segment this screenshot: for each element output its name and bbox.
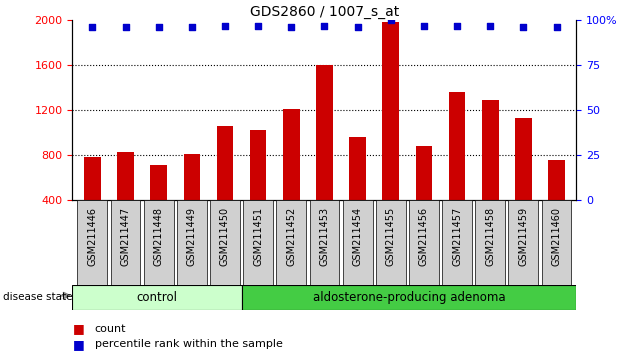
Bar xyxy=(515,118,532,200)
Bar xyxy=(72,285,241,310)
Bar xyxy=(144,200,174,285)
Bar xyxy=(241,285,576,310)
Text: ■: ■ xyxy=(72,338,84,350)
Text: GSM211455: GSM211455 xyxy=(386,207,396,266)
Text: GSM211457: GSM211457 xyxy=(452,207,462,266)
Point xyxy=(518,24,529,30)
Point xyxy=(551,24,561,30)
Text: GSM211454: GSM211454 xyxy=(353,207,363,266)
Bar xyxy=(542,200,571,285)
Bar xyxy=(277,200,306,285)
Text: disease state: disease state xyxy=(3,292,72,302)
Bar xyxy=(343,200,372,285)
Bar xyxy=(111,200,140,285)
Bar xyxy=(508,200,538,285)
Bar xyxy=(309,200,340,285)
Bar xyxy=(409,200,439,285)
Text: GSM211449: GSM211449 xyxy=(187,207,197,266)
Point xyxy=(88,24,98,30)
Bar xyxy=(117,152,134,200)
Text: ■: ■ xyxy=(72,322,84,335)
Point xyxy=(220,23,230,28)
Point xyxy=(120,24,130,30)
Text: GSM211447: GSM211447 xyxy=(120,207,130,266)
Text: control: control xyxy=(137,291,178,304)
Bar xyxy=(151,165,167,200)
Text: GSM211456: GSM211456 xyxy=(419,207,429,266)
Point xyxy=(286,24,296,30)
Bar xyxy=(217,126,233,200)
Text: aldosterone-producing adenoma: aldosterone-producing adenoma xyxy=(312,291,505,304)
Bar xyxy=(349,137,366,200)
Text: count: count xyxy=(94,324,126,333)
Text: GSM211452: GSM211452 xyxy=(286,207,296,266)
Bar xyxy=(210,200,240,285)
Point xyxy=(386,17,396,23)
Bar xyxy=(475,200,505,285)
Bar xyxy=(416,146,432,200)
Text: GSM211448: GSM211448 xyxy=(154,207,164,266)
Bar xyxy=(449,92,466,200)
Bar xyxy=(316,65,333,200)
Bar xyxy=(177,200,207,285)
Bar xyxy=(183,154,200,200)
Point xyxy=(319,23,329,28)
Text: GSM211453: GSM211453 xyxy=(319,207,329,266)
Point xyxy=(186,24,197,30)
Point xyxy=(419,23,429,28)
Bar xyxy=(482,100,498,200)
Text: GSM211458: GSM211458 xyxy=(485,207,495,266)
Point xyxy=(154,24,164,30)
Point xyxy=(485,23,495,28)
Title: GDS2860 / 1007_s_at: GDS2860 / 1007_s_at xyxy=(250,5,399,19)
Bar xyxy=(442,200,472,285)
Text: GSM211460: GSM211460 xyxy=(551,207,561,266)
Text: percentile rank within the sample: percentile rank within the sample xyxy=(94,339,282,349)
Text: GSM211459: GSM211459 xyxy=(518,207,529,266)
Bar xyxy=(382,22,399,200)
Bar xyxy=(77,200,107,285)
Text: GSM211451: GSM211451 xyxy=(253,207,263,266)
Bar xyxy=(548,160,565,200)
Bar xyxy=(376,200,406,285)
Text: GSM211446: GSM211446 xyxy=(88,207,98,266)
Bar xyxy=(84,157,101,200)
Point xyxy=(253,23,263,28)
Text: GSM211450: GSM211450 xyxy=(220,207,230,266)
Point xyxy=(353,24,363,30)
Point xyxy=(452,23,462,28)
Bar xyxy=(250,130,266,200)
Bar xyxy=(283,109,300,200)
Bar xyxy=(243,200,273,285)
